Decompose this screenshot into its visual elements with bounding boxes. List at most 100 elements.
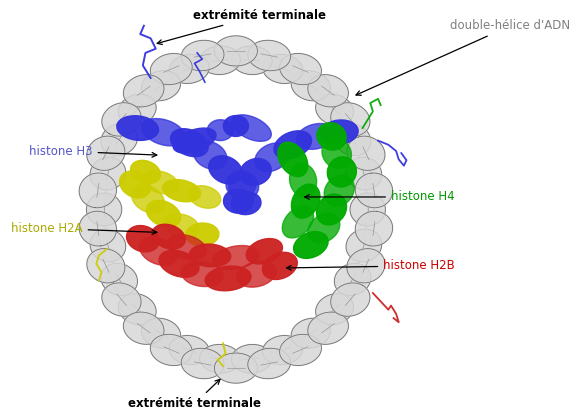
Polygon shape	[87, 136, 125, 171]
Ellipse shape	[205, 266, 251, 291]
Ellipse shape	[231, 192, 261, 215]
Polygon shape	[215, 353, 258, 383]
Ellipse shape	[317, 123, 346, 150]
Polygon shape	[308, 312, 349, 344]
Polygon shape	[142, 318, 180, 348]
Polygon shape	[263, 336, 303, 365]
Polygon shape	[124, 312, 164, 344]
Ellipse shape	[168, 235, 206, 259]
Polygon shape	[124, 82, 348, 337]
Ellipse shape	[274, 131, 311, 159]
Polygon shape	[200, 344, 240, 373]
Ellipse shape	[186, 223, 219, 246]
Ellipse shape	[278, 142, 308, 176]
Polygon shape	[79, 173, 117, 208]
Ellipse shape	[130, 160, 160, 184]
Text: histone H2A: histone H2A	[11, 222, 157, 235]
Polygon shape	[248, 348, 291, 379]
Text: histone H2B: histone H2B	[287, 259, 455, 272]
Ellipse shape	[262, 252, 298, 279]
Ellipse shape	[182, 262, 223, 287]
Text: extrémité terminale: extrémité terminale	[128, 380, 261, 410]
Polygon shape	[124, 75, 164, 107]
Ellipse shape	[140, 237, 177, 265]
Polygon shape	[291, 71, 331, 101]
Polygon shape	[248, 40, 291, 71]
Polygon shape	[347, 248, 385, 283]
Ellipse shape	[173, 128, 216, 153]
Ellipse shape	[213, 246, 259, 269]
Ellipse shape	[255, 143, 289, 171]
Ellipse shape	[223, 189, 253, 213]
Ellipse shape	[282, 206, 314, 238]
Polygon shape	[181, 348, 224, 379]
Polygon shape	[291, 318, 331, 348]
Ellipse shape	[189, 244, 231, 267]
Ellipse shape	[152, 224, 185, 249]
Ellipse shape	[322, 138, 351, 168]
Polygon shape	[200, 46, 240, 75]
Polygon shape	[169, 336, 209, 365]
Polygon shape	[101, 263, 137, 295]
Polygon shape	[350, 193, 385, 226]
Polygon shape	[101, 124, 137, 156]
Ellipse shape	[308, 214, 340, 243]
Polygon shape	[356, 211, 393, 246]
Polygon shape	[346, 157, 382, 190]
Polygon shape	[86, 193, 122, 226]
Text: histone H3: histone H3	[29, 145, 157, 158]
Polygon shape	[231, 344, 272, 373]
Ellipse shape	[132, 185, 165, 213]
Ellipse shape	[209, 156, 242, 184]
Polygon shape	[90, 229, 126, 262]
Polygon shape	[356, 173, 393, 208]
Ellipse shape	[189, 186, 221, 208]
Ellipse shape	[320, 120, 358, 145]
Polygon shape	[308, 75, 349, 107]
Ellipse shape	[143, 171, 179, 194]
Polygon shape	[181, 40, 224, 71]
Polygon shape	[231, 46, 272, 75]
Polygon shape	[118, 294, 156, 325]
Ellipse shape	[324, 175, 354, 206]
Polygon shape	[169, 54, 209, 83]
Ellipse shape	[327, 157, 356, 187]
Polygon shape	[118, 94, 156, 125]
Ellipse shape	[207, 120, 233, 141]
Ellipse shape	[164, 214, 200, 238]
Ellipse shape	[159, 250, 199, 277]
Polygon shape	[316, 294, 353, 325]
Polygon shape	[102, 283, 141, 316]
Ellipse shape	[231, 115, 271, 141]
Polygon shape	[334, 124, 371, 156]
Ellipse shape	[229, 173, 259, 200]
Ellipse shape	[291, 184, 320, 218]
Ellipse shape	[162, 180, 201, 202]
Polygon shape	[142, 71, 180, 101]
Ellipse shape	[317, 194, 347, 225]
Polygon shape	[346, 229, 382, 262]
Polygon shape	[280, 334, 321, 365]
Polygon shape	[150, 54, 192, 85]
Ellipse shape	[171, 129, 208, 157]
Ellipse shape	[237, 261, 276, 287]
Ellipse shape	[293, 232, 328, 259]
Polygon shape	[334, 263, 371, 295]
Text: extrémité terminale: extrémité terminale	[157, 9, 325, 44]
Polygon shape	[150, 334, 192, 365]
Polygon shape	[79, 211, 117, 246]
Text: histone H4: histone H4	[304, 191, 455, 204]
Ellipse shape	[289, 163, 317, 197]
Ellipse shape	[146, 200, 181, 227]
Polygon shape	[87, 248, 125, 283]
Ellipse shape	[142, 119, 185, 146]
Ellipse shape	[240, 158, 271, 185]
Ellipse shape	[296, 124, 336, 149]
Polygon shape	[331, 103, 370, 136]
Polygon shape	[347, 136, 385, 171]
Ellipse shape	[226, 171, 256, 198]
Ellipse shape	[119, 171, 151, 198]
Ellipse shape	[126, 225, 159, 252]
Polygon shape	[316, 94, 353, 125]
Text: double-hélice d'ADN: double-hélice d'ADN	[356, 19, 571, 95]
